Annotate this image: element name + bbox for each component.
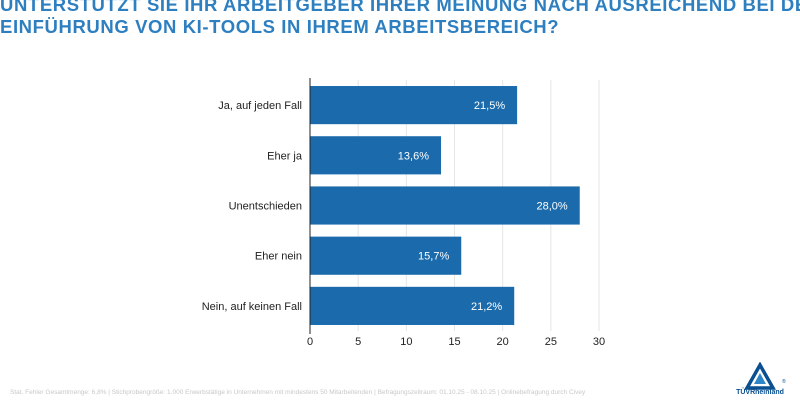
x-tick-label-0: 0 — [307, 336, 313, 348]
bar-3 — [310, 236, 462, 275]
logo-wordmark: TÜVRheinland — [736, 389, 784, 396]
bar-value-label-1: 13,6% — [398, 150, 429, 162]
chart-title-line2: EINFÜHRUNG VON KI-TOOLS IN IHREM ARBEITS… — [0, 16, 560, 37]
bar-2 — [310, 186, 580, 225]
chart-title: UNTERSTÜTZT SIE IHR ARBEITGEBER IHRER ME… — [0, 0, 800, 38]
bar-value-label-2: 28,0% — [537, 201, 568, 213]
bar-value-label-0: 21,5% — [474, 100, 505, 112]
footnote: Stat. Fehler Gesamtmenge: 6,8% | Stichpr… — [10, 389, 586, 396]
x-tick-label-6: 30 — [593, 336, 605, 348]
category-label-1: Eher ja — [267, 150, 303, 162]
category-label-3: Eher nein — [255, 251, 302, 263]
tuv-rheinland-logo: TÜVRheinland ® — [730, 361, 790, 398]
x-tick-label-1: 5 — [355, 336, 361, 348]
bar-0 — [310, 86, 518, 125]
category-label-0: Ja, auf jeden Fall — [218, 100, 302, 112]
bar-4 — [310, 286, 515, 325]
category-label-2: Unentschieden — [229, 201, 302, 213]
bar-1 — [310, 136, 442, 175]
x-tick-label-3: 15 — [448, 336, 460, 348]
bar-value-label-4: 21,2% — [471, 301, 502, 313]
bar-value-label-3: 15,7% — [418, 251, 449, 263]
x-tick-label-5: 25 — [545, 336, 557, 348]
x-tick-label-4: 20 — [497, 336, 509, 348]
logo-registered-mark: ® — [782, 379, 786, 385]
chart-title-line1: UNTERSTÜTZT SIE IHR ARBEITGEBER IHRER ME… — [0, 0, 800, 15]
category-label-4: Nein, auf keinen Fall — [202, 301, 302, 313]
triangle-logo-icon — [744, 361, 776, 390]
x-tick-label-2: 10 — [400, 336, 412, 348]
